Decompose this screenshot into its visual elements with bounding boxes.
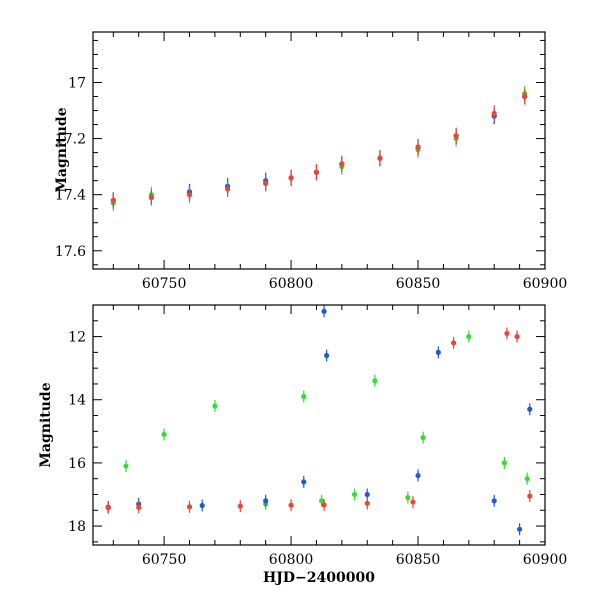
top-data-point (313, 169, 320, 175)
top-y-tick-label: 17.6 (55, 244, 86, 260)
bottom-x-tick-label: 60850 (396, 552, 441, 568)
bottom-x-tick-label: 60750 (142, 552, 187, 568)
top-plot-frame (92, 31, 546, 270)
bottom-data-point (372, 378, 378, 384)
bottom-data-point (136, 504, 142, 511)
bottom-data-point (501, 460, 507, 466)
bottom-data-point (288, 502, 294, 508)
bottom-data-point (491, 498, 497, 504)
bottom-data-point (415, 472, 421, 479)
top-x-tick-label: 60850 (396, 276, 441, 292)
bottom-data-point (364, 491, 370, 498)
top-data-point (522, 93, 528, 100)
bottom-data-point (450, 340, 457, 346)
top-data-point (453, 133, 459, 139)
x-axis-label: HJD−2400000 (263, 570, 375, 586)
top-data-point (263, 180, 269, 187)
bottom-data-point (161, 431, 167, 438)
bottom-data-point (527, 493, 533, 499)
bottom-data-points (105, 305, 533, 536)
top-data-point (148, 194, 155, 201)
top-y-axis-label: Magnitude (54, 107, 70, 192)
bottom-data-point (199, 502, 205, 509)
bottom-x-tick-label: 60800 (269, 552, 314, 568)
top-data-point (415, 144, 421, 150)
top-data-point (110, 197, 116, 203)
bottom-data-point (435, 349, 441, 355)
top-data-point (491, 110, 497, 116)
bottom-data-point (517, 526, 523, 532)
bottom-data-point (527, 406, 533, 412)
top-ticks: 60750 60800 60850 60900 17 17.2 17.4 17.6 (55, 32, 567, 292)
bottom-data-point (212, 403, 218, 409)
top-data-points (110, 85, 528, 212)
bottom-data-point (364, 500, 370, 506)
bottom-plot-frame (92, 304, 546, 546)
bottom-data-point (524, 476, 530, 482)
top-y-tick-label: 17.2 (55, 132, 86, 148)
bottom-data-point (324, 352, 330, 359)
bottom-y-axis-label: Magnitude (38, 382, 54, 467)
bottom-data-point (514, 333, 520, 340)
top-x-tick-label: 60900 (523, 276, 568, 292)
bottom-y-tick-label: 16 (68, 456, 86, 472)
bottom-data-point (420, 435, 426, 441)
bottom-data-point (263, 498, 269, 504)
bottom-ticks: 60750 60800 60850 60900 12 14 16 18 (68, 304, 568, 568)
bottom-data-point (405, 495, 411, 501)
bottom-data-point (321, 502, 327, 508)
bottom-y-tick-label: 18 (68, 519, 86, 535)
bottom-data-point (321, 308, 327, 314)
bottom-data-point (301, 479, 307, 485)
bottom-data-point (301, 393, 307, 400)
bottom-y-tick-label: 12 (68, 330, 86, 346)
top-data-point (224, 186, 231, 192)
bottom-data-point (466, 333, 472, 340)
top-y-tick-label: 17.4 (55, 188, 86, 204)
bottom-data-point (186, 504, 193, 510)
bottom-x-tick-label: 60900 (523, 552, 568, 568)
bottom-y-tick-label: 14 (68, 393, 86, 409)
bottom-data-point (318, 498, 325, 504)
top-data-point (339, 161, 345, 167)
top-x-tick-label: 60750 (142, 276, 187, 292)
bottom-data-point (504, 330, 510, 337)
top-data-point (186, 192, 193, 198)
top-panel: 60750 60800 60850 60900 17 17.2 17.4 17.6 Magni… (54, 31, 567, 292)
top-y-tick-label: 17 (68, 75, 86, 91)
bottom-panel: 60750 60800 60850 60900 12 14 16 18 Magnitude H… (38, 304, 568, 586)
bottom-data-point (123, 463, 129, 469)
top-data-point (377, 155, 383, 161)
top-data-point (288, 175, 294, 181)
bottom-data-point (410, 499, 416, 505)
bottom-data-point (237, 503, 243, 509)
bottom-data-point (105, 505, 111, 511)
top-x-tick-label: 60800 (269, 276, 314, 292)
bottom-data-point (351, 491, 358, 498)
